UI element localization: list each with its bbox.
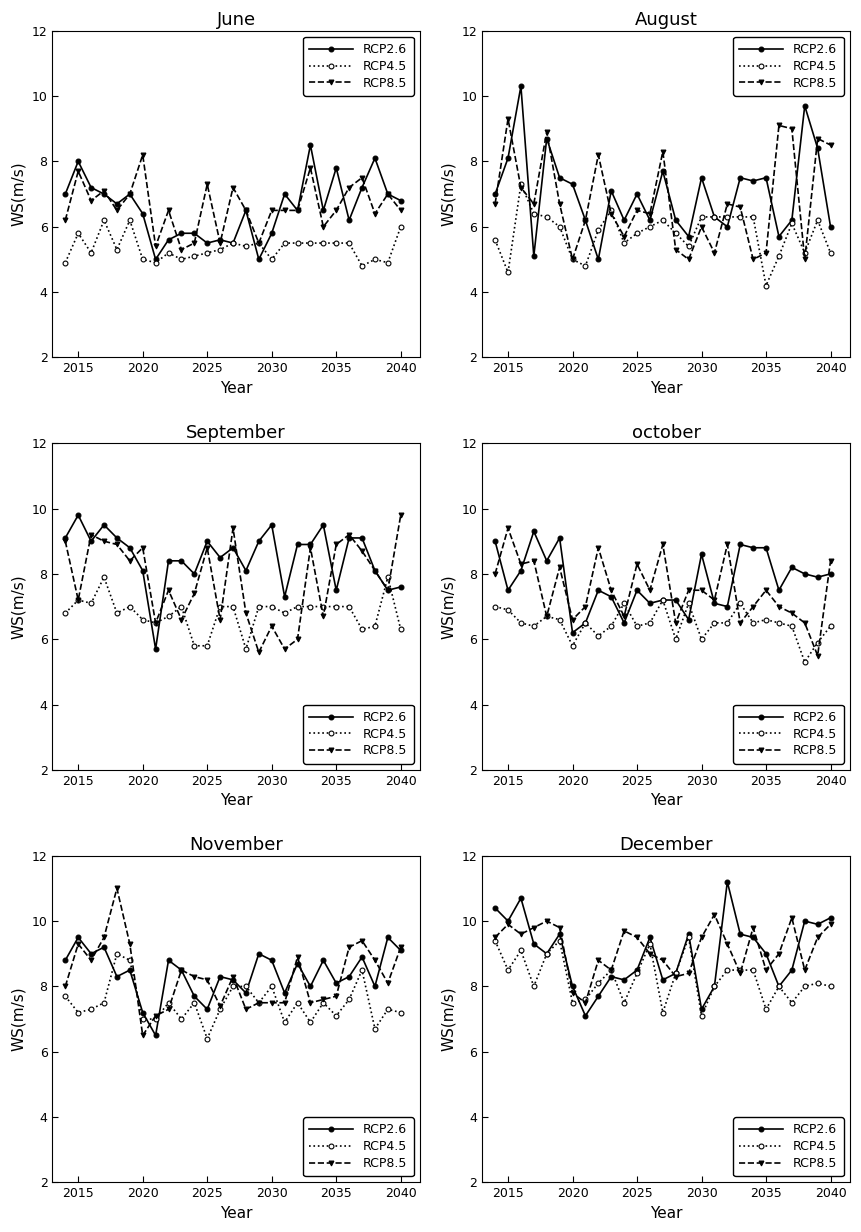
Y-axis label: WS(m/s): WS(m/s): [11, 987, 26, 1051]
X-axis label: Year: Year: [650, 1206, 682, 1221]
Y-axis label: WS(m/s): WS(m/s): [441, 161, 456, 227]
Title: August: August: [635, 11, 697, 30]
X-axis label: Year: Year: [650, 793, 682, 808]
Legend: RCP2.6, RCP4.5, RCP8.5: RCP2.6, RCP4.5, RCP8.5: [303, 37, 414, 96]
Legend: RCP2.6, RCP4.5, RCP8.5: RCP2.6, RCP4.5, RCP8.5: [733, 705, 844, 764]
Y-axis label: WS(m/s): WS(m/s): [11, 161, 26, 227]
X-axis label: Year: Year: [220, 793, 252, 808]
Legend: RCP2.6, RCP4.5, RCP8.5: RCP2.6, RCP4.5, RCP8.5: [303, 1117, 414, 1177]
Title: September: September: [186, 424, 286, 441]
Title: June: June: [217, 11, 256, 30]
Y-axis label: WS(m/s): WS(m/s): [441, 574, 456, 639]
Title: December: December: [619, 837, 713, 854]
Legend: RCP2.6, RCP4.5, RCP8.5: RCP2.6, RCP4.5, RCP8.5: [733, 1117, 844, 1177]
X-axis label: Year: Year: [220, 381, 252, 395]
Legend: RCP2.6, RCP4.5, RCP8.5: RCP2.6, RCP4.5, RCP8.5: [733, 37, 844, 96]
Title: November: November: [189, 837, 283, 854]
Y-axis label: WS(m/s): WS(m/s): [441, 987, 456, 1051]
Title: october: october: [632, 424, 701, 441]
Legend: RCP2.6, RCP4.5, RCP8.5: RCP2.6, RCP4.5, RCP8.5: [303, 705, 414, 764]
X-axis label: Year: Year: [650, 381, 682, 395]
X-axis label: Year: Year: [220, 1206, 252, 1221]
Y-axis label: WS(m/s): WS(m/s): [11, 574, 26, 639]
